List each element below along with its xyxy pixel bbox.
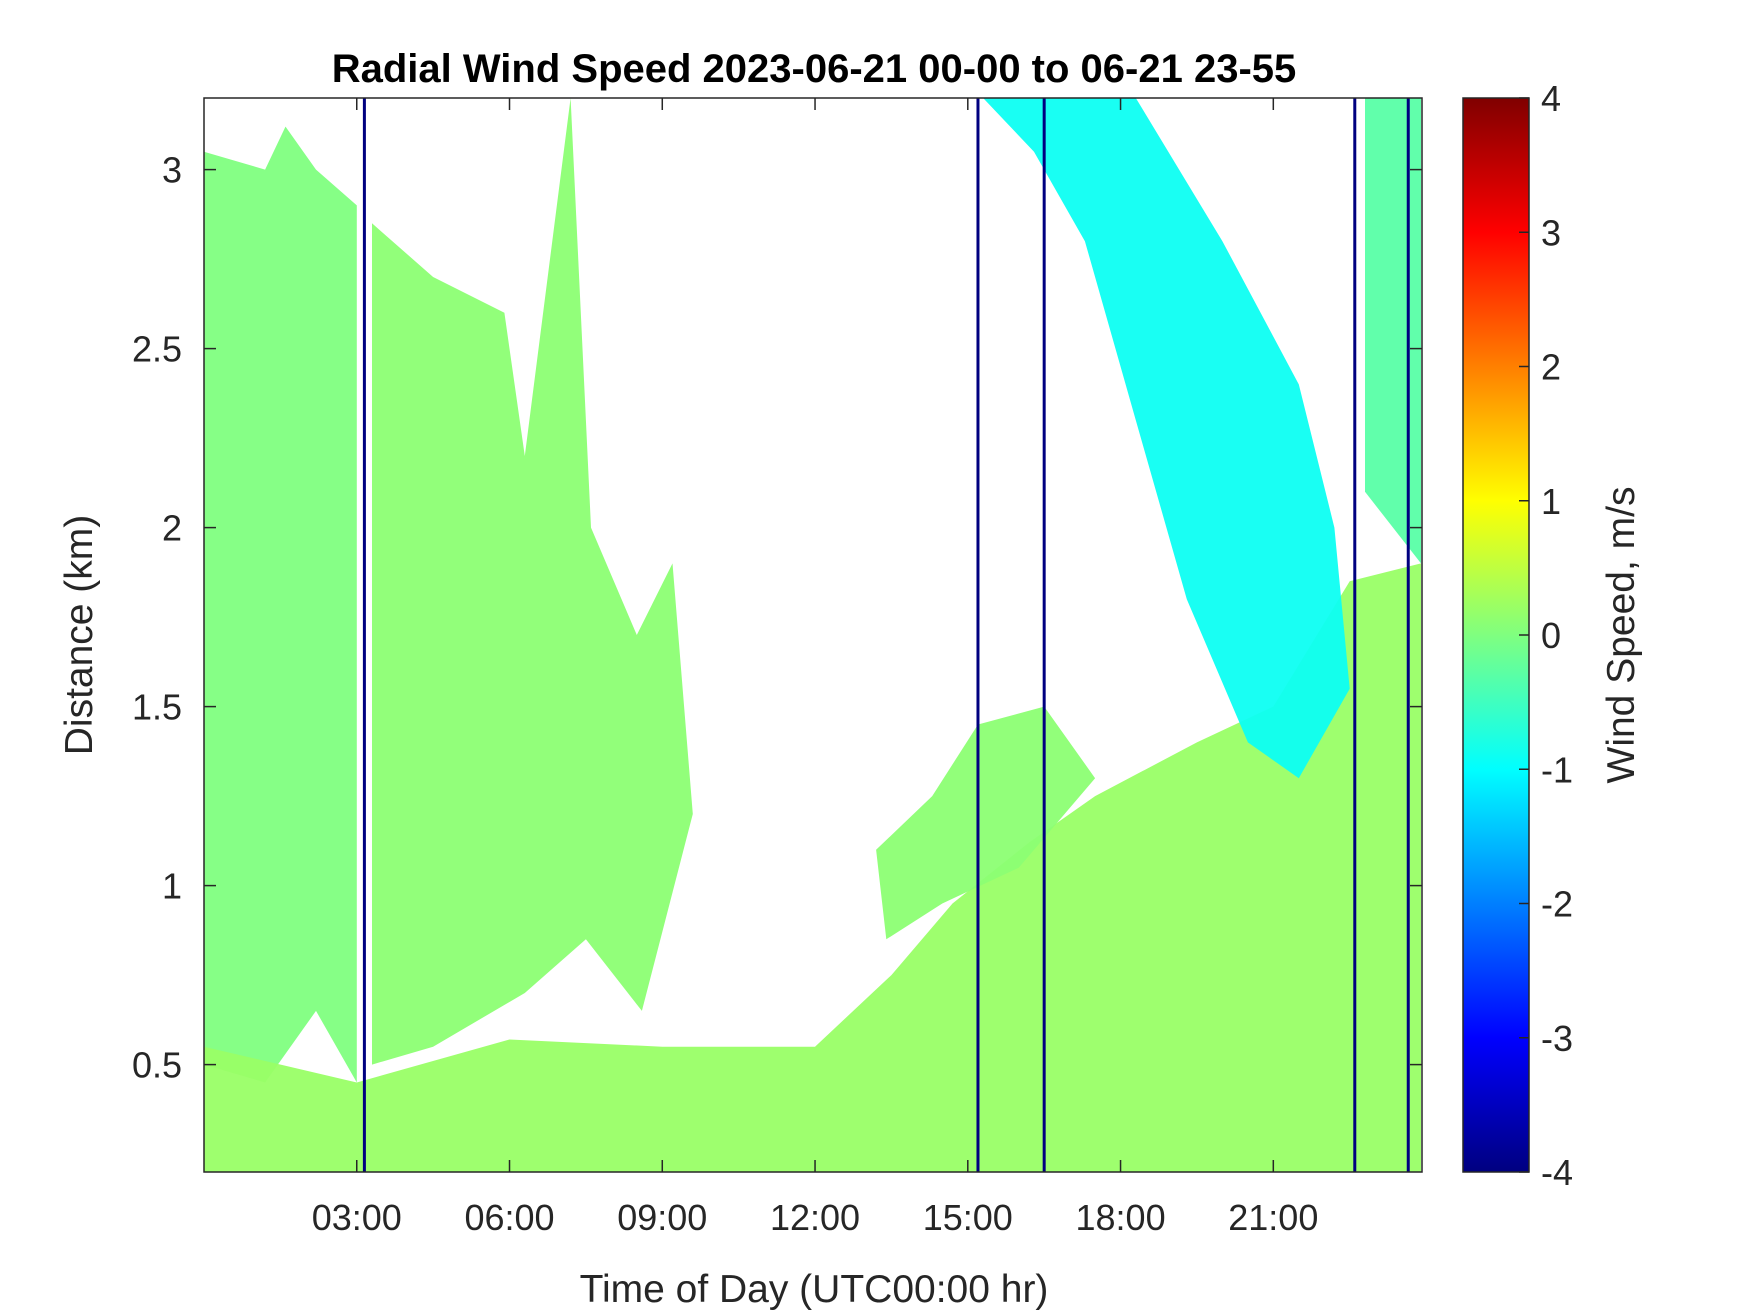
y-tick-label: 3 — [162, 150, 182, 191]
x-tick-label: 12:00 — [770, 1197, 860, 1238]
data-region-late-evening — [1365, 98, 1421, 564]
y-tick-label: 2 — [162, 508, 182, 549]
y-tick-label: 1.5 — [132, 687, 182, 728]
colorbar-tick-label: 3 — [1541, 212, 1561, 253]
colorbar-tick-label: -1 — [1541, 749, 1573, 790]
plot-area — [204, 98, 1422, 1172]
data-region-night-layer — [204, 126, 357, 1083]
x-tick-label: 21:00 — [1228, 1197, 1318, 1238]
colorbar-tick-label: 2 — [1541, 347, 1561, 388]
y-tick-label: 1 — [162, 866, 182, 907]
data-region-surface-layer — [204, 563, 1421, 1172]
colorbar-tick-label: -2 — [1541, 884, 1573, 925]
x-tick-label: 15:00 — [923, 1197, 1013, 1238]
y-axis-label: Distance (km) — [58, 515, 101, 756]
y-tick-label: 0.5 — [132, 1045, 182, 1086]
colorbar-tick-label: 0 — [1541, 615, 1561, 656]
colorbar — [1462, 97, 1530, 1173]
chart-title: Radial Wind Speed 2023-06-21 00-00 to 06… — [332, 47, 1297, 91]
colorbar-tick-label: 4 — [1541, 78, 1561, 119]
colorbar-tick-label: -3 — [1541, 1018, 1573, 1059]
data-region-midday-layer — [876, 706, 1096, 940]
x-tick-label: 18:00 — [1076, 1197, 1166, 1238]
y-tick-label: 2.5 — [132, 329, 182, 370]
x-tick-label: 09:00 — [617, 1197, 707, 1238]
colorbar-label: Wind Speed, m/s — [1600, 487, 1643, 784]
x-tick-label: 03:00 — [312, 1197, 402, 1238]
x-tick-label: 06:00 — [464, 1197, 554, 1238]
plot-frame — [203, 97, 1423, 1173]
data-region-afternoon-band — [983, 98, 1350, 779]
colorbar-tick-label: 1 — [1541, 481, 1561, 522]
data-region-morning-residual — [372, 98, 693, 1065]
x-axis-label: Time of Day (UTC00:00 hr) — [580, 1268, 1049, 1311]
colorbar-tick-label: -4 — [1541, 1152, 1573, 1193]
